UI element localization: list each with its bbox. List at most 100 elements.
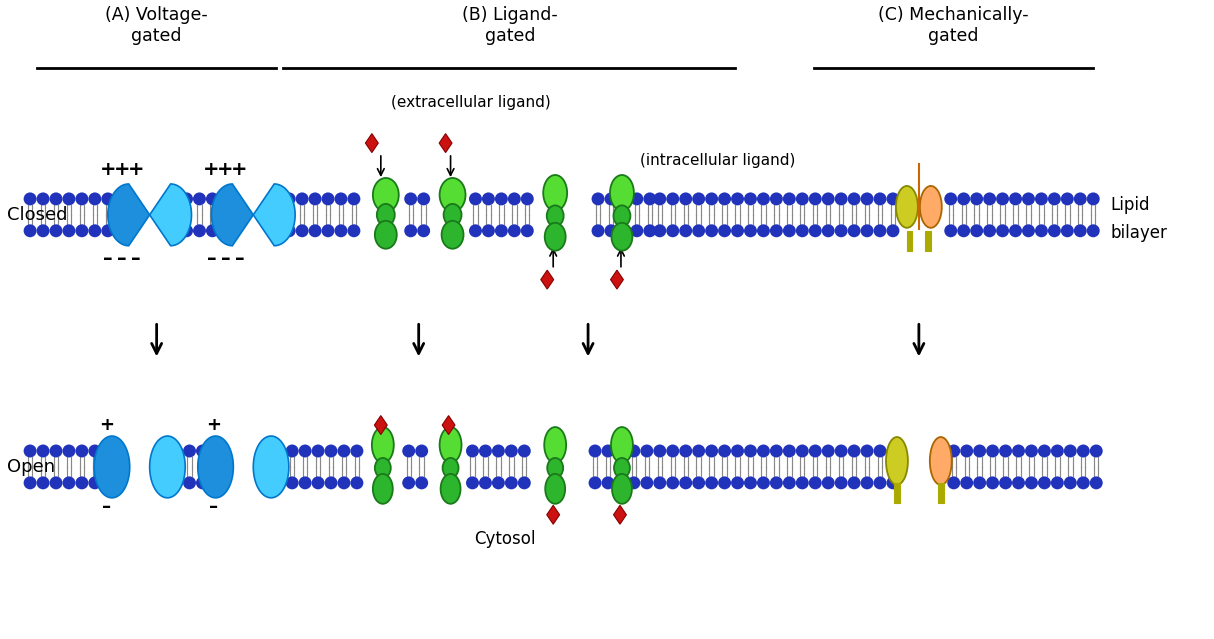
Circle shape — [1048, 224, 1061, 237]
Ellipse shape — [612, 223, 632, 250]
Circle shape — [999, 445, 1012, 458]
Circle shape — [960, 477, 974, 489]
Ellipse shape — [373, 178, 398, 212]
Bar — [938, 483, 943, 503]
Circle shape — [36, 192, 50, 205]
Text: –: – — [221, 249, 231, 268]
Circle shape — [469, 224, 482, 237]
Circle shape — [809, 445, 822, 458]
Circle shape — [285, 477, 299, 489]
Circle shape — [822, 192, 835, 205]
Text: (B) Ligand-
gated: (B) Ligand- gated — [463, 6, 558, 45]
Circle shape — [50, 192, 62, 205]
Circle shape — [62, 477, 75, 489]
Ellipse shape — [375, 458, 391, 478]
Text: –: – — [117, 249, 126, 268]
Circle shape — [947, 477, 960, 489]
Ellipse shape — [545, 223, 566, 250]
Bar — [895, 483, 900, 503]
Circle shape — [402, 445, 415, 458]
Circle shape — [643, 192, 657, 205]
Circle shape — [957, 192, 970, 205]
Polygon shape — [149, 436, 186, 498]
Circle shape — [492, 445, 505, 458]
Circle shape — [770, 192, 783, 205]
Circle shape — [75, 224, 89, 237]
Circle shape — [618, 192, 630, 205]
Circle shape — [415, 445, 429, 458]
Circle shape — [273, 477, 285, 489]
Circle shape — [847, 192, 861, 205]
Circle shape — [335, 224, 347, 237]
Circle shape — [628, 477, 640, 489]
Circle shape — [482, 224, 495, 237]
Circle shape — [944, 192, 957, 205]
Circle shape — [640, 477, 653, 489]
Polygon shape — [95, 436, 130, 498]
Ellipse shape — [614, 458, 630, 478]
Circle shape — [997, 192, 1009, 205]
Circle shape — [770, 477, 783, 489]
Circle shape — [1087, 224, 1100, 237]
Circle shape — [1038, 477, 1051, 489]
Circle shape — [861, 192, 874, 205]
Circle shape — [783, 192, 796, 205]
Circle shape — [209, 477, 222, 489]
Circle shape — [1061, 192, 1074, 205]
Circle shape — [1090, 477, 1102, 489]
Circle shape — [630, 224, 643, 237]
Circle shape — [947, 445, 960, 458]
Circle shape — [822, 477, 835, 489]
Circle shape — [75, 477, 89, 489]
Ellipse shape — [611, 427, 632, 463]
Circle shape — [351, 477, 363, 489]
Circle shape — [983, 192, 997, 205]
Text: –: – — [209, 498, 219, 516]
Circle shape — [505, 477, 518, 489]
Circle shape — [643, 224, 657, 237]
Circle shape — [692, 192, 705, 205]
Circle shape — [653, 192, 666, 205]
Circle shape — [944, 224, 957, 237]
Circle shape — [758, 192, 770, 205]
Circle shape — [847, 224, 861, 237]
Text: –: – — [234, 249, 244, 268]
Circle shape — [705, 224, 719, 237]
Circle shape — [219, 192, 232, 205]
Circle shape — [835, 477, 847, 489]
Circle shape — [666, 192, 680, 205]
Circle shape — [1022, 192, 1036, 205]
Ellipse shape — [371, 427, 393, 463]
Ellipse shape — [548, 458, 563, 478]
Ellipse shape — [376, 204, 395, 226]
Polygon shape — [254, 436, 289, 498]
Circle shape — [758, 445, 770, 458]
Circle shape — [1012, 445, 1025, 458]
Circle shape — [986, 477, 999, 489]
Ellipse shape — [612, 474, 632, 504]
Circle shape — [861, 224, 874, 237]
Circle shape — [296, 224, 308, 237]
Circle shape — [402, 477, 415, 489]
Circle shape — [628, 445, 640, 458]
Circle shape — [36, 445, 50, 458]
Circle shape — [322, 192, 335, 205]
Circle shape — [114, 224, 127, 237]
Circle shape — [601, 477, 614, 489]
Circle shape — [970, 192, 983, 205]
Text: –: – — [131, 249, 141, 268]
Text: (intracellular ligand): (intracellular ligand) — [640, 153, 795, 167]
Ellipse shape — [545, 474, 566, 504]
Circle shape — [835, 224, 847, 237]
Circle shape — [983, 224, 997, 237]
Text: Open: Open — [7, 458, 56, 476]
Circle shape — [653, 445, 666, 458]
Circle shape — [209, 445, 222, 458]
Circle shape — [666, 224, 680, 237]
Ellipse shape — [439, 178, 465, 212]
Circle shape — [36, 224, 50, 237]
Circle shape — [960, 445, 974, 458]
Circle shape — [744, 192, 758, 205]
Circle shape — [997, 224, 1009, 237]
Circle shape — [495, 224, 507, 237]
